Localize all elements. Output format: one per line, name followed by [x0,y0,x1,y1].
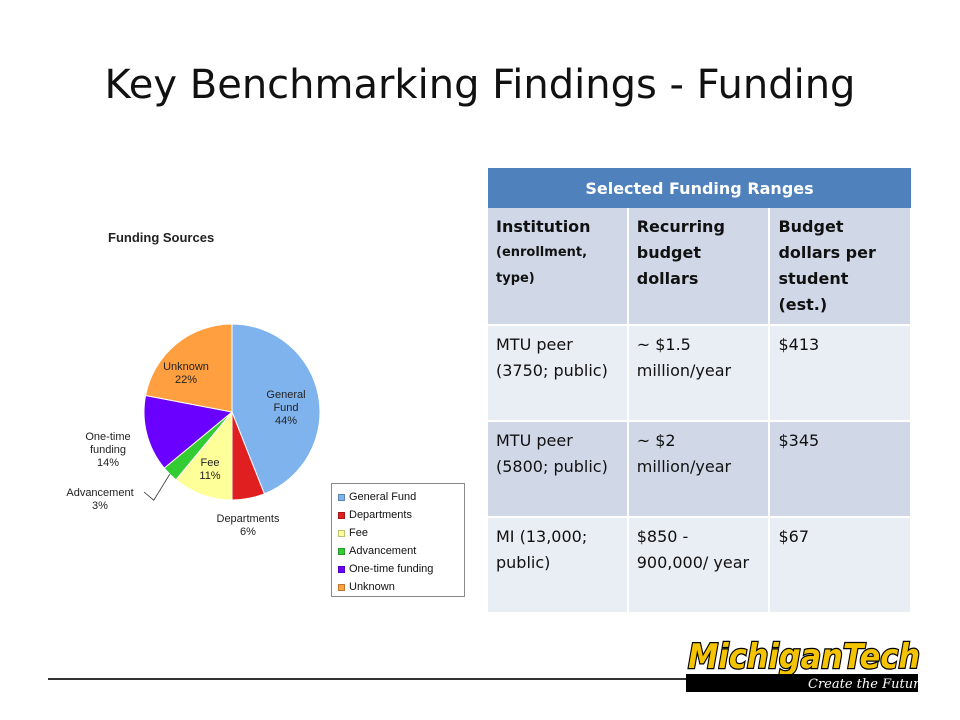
cell-per-student: $345 [769,421,912,518]
footer-divider [48,678,688,680]
legend-item: One-time funding [338,560,458,578]
legend-swatch [338,529,345,537]
legend-label: Unknown [349,581,395,593]
legend-item: General Fund [338,488,458,506]
table-header-row: Institution (enrollment, type) Recurring… [488,208,912,326]
cell-institution: MTU peer (3750; public) [488,325,629,422]
legend-label: Advancement [349,545,417,557]
cell-recurring: $850 - 900,000/ year [627,517,771,614]
legend-label: General Fund [349,491,417,503]
table-caption: Selected Funding Ranges [488,168,911,208]
cell-institution: MTU peer (5800; public) [488,421,629,518]
table-row: MTU peer (3750; public) ~ $1.5 million/y… [488,325,912,422]
pie-label-general-fund: General Fund 44% [266,389,305,427]
legend-label: One-time funding [349,563,434,575]
cell-recurring: ~ $1.5 million/year [627,325,771,422]
pie-slice-one-time-funding [143,394,234,469]
pie-label-unknown: Unknown 22% [163,361,209,386]
table-row: MTU peer (5800; public) ~ $2 million/yea… [488,421,912,518]
chart-title: Funding Sources [108,230,215,245]
pie-slice-general-fund [231,323,321,495]
pie-label-departments: Departments 6% [217,513,280,538]
pie-slice-unknown [144,323,233,413]
pie-label-advancement: Advancement 3% [66,487,133,512]
legend-item: Unknown [338,578,458,596]
header-institution-label: Institution [496,217,591,236]
svg-text:Create the Future: Create the Future [808,677,922,692]
funding-ranges-table: Selected Funding Ranges Institution (enr… [488,168,912,614]
header-institution: Institution (enrollment, type) [488,208,629,326]
header-institution-sub: (enrollment, type) [496,245,588,286]
legend-swatch [338,547,345,555]
svg-text:MichiganTech: MichiganTech [688,637,920,677]
pie-leader-line [143,474,171,501]
cell-per-student: $67 [769,517,912,614]
legend-item: Advancement [338,542,458,560]
pie-label-one-time-funding: One-time funding 14% [85,431,130,469]
legend-label: Departments [349,509,412,521]
chart-legend: General Fund Departments Fee Advancement One… [331,483,465,597]
legend-item: Departments [338,506,458,524]
pie-label-fee: Fee 11% [199,457,220,482]
legend-swatch [338,565,345,573]
michigan-tech-logo: MichiganTech Create the Future [686,636,922,692]
legend-swatch [338,493,345,501]
legend-label: Fee [349,527,368,539]
header-recurring: Recurring budget dollars [627,208,771,326]
header-per-student: Budget dollars per student (est.) [769,208,912,326]
legend-swatch [338,511,345,519]
legend-item: Fee [338,524,458,542]
legend-swatch [338,583,345,591]
slide-title: Key Benchmarking Findings - Funding [104,62,856,108]
table-row: MI (13,000; public) $850 - 900,000/ year… [488,517,912,614]
cell-institution: MI (13,000; public) [488,517,629,614]
cell-recurring: ~ $2 million/year [627,421,771,518]
cell-per-student: $413 [769,325,912,422]
